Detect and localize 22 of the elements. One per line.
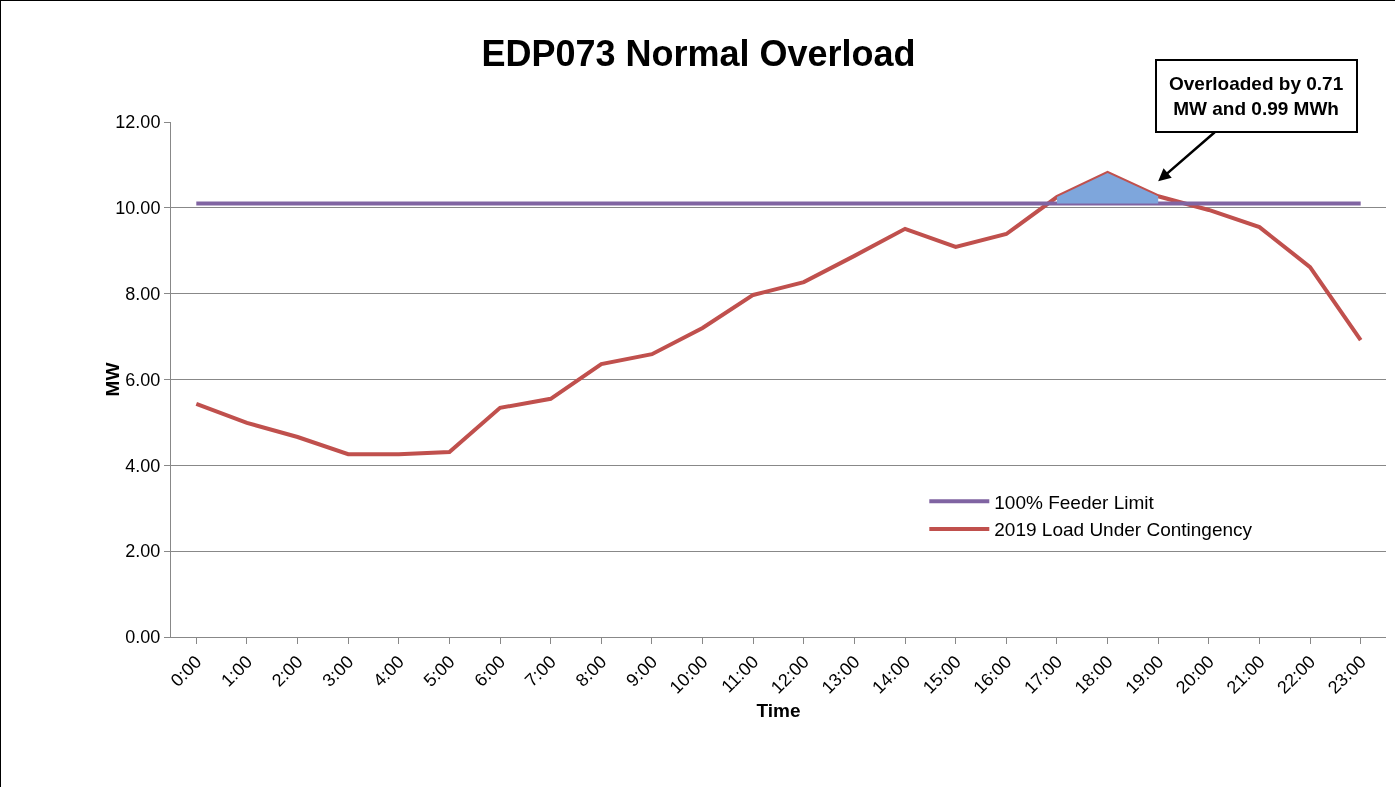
x-tick-label: 0:00 [166,651,206,691]
x-tick-label: 4:00 [369,651,408,691]
y-axis-title: MW [102,362,124,397]
legend-label: 2019 Load Under Contingency [994,519,1253,541]
x-axis-title: Time [756,699,801,721]
legend-label: 100% Feeder Limit [994,491,1155,513]
y-tick-label: 10.00 [115,198,161,219]
y-tick-label: 8.00 [125,283,161,304]
x-tick-label: 7:00 [520,651,560,691]
text: Overloaded by 0.71 MW and 0.99 MWh [1169,73,1344,119]
y-tick-label: 4.00 [125,455,161,476]
y-tick-label: 12.00 [115,112,161,133]
x-tick-label: 8:00 [571,651,611,691]
y-tick-label: 6.00 [125,369,161,390]
x-tick-label: 3:00 [318,651,358,691]
x-tick-label: 6:00 [470,651,510,691]
x-tick-label: 5:00 [419,651,459,691]
chart-title: EDP073 Normal Overload [481,32,916,74]
x-tick-label: 9:00 [622,651,662,691]
line-series [194,171,1363,457]
y-tick-label: 2.00 [125,541,161,562]
y-tick-label: 0.00 [125,627,161,648]
